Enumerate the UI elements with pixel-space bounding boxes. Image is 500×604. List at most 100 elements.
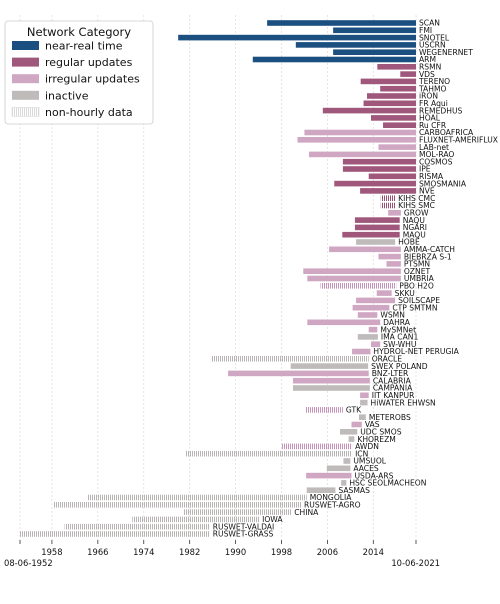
bar-label: AACES [353, 464, 379, 473]
bar-label: AWDN [355, 442, 379, 451]
bar-uscrn [295, 42, 416, 48]
legend-label: irregular updates [45, 73, 140, 86]
x-tick-label: 1990 [225, 547, 246, 557]
bar-label: SW-WHU [383, 340, 416, 349]
bar-label: PTSMN [404, 260, 430, 269]
bar-label: HOBE [398, 238, 420, 247]
bar-label: RSMN [419, 63, 441, 72]
bar-iron [366, 93, 416, 99]
bar-label: CALABRIA [373, 376, 412, 385]
bar-soilscape [356, 297, 396, 304]
bar-fmi [333, 27, 416, 34]
bar-hsc-seolmacheon [341, 480, 347, 486]
bar-label: IOWA [262, 515, 283, 524]
x-tick-label: 2014 [363, 547, 384, 557]
bar-label: HSC SEOLMACHEON [349, 479, 426, 488]
bar-label: DAHRA [383, 318, 411, 327]
bar-label: USDA-ARS [354, 471, 393, 480]
bar-label: NAQU [403, 216, 425, 225]
bars [20, 20, 416, 537]
legend-label: non-hourly data [45, 106, 133, 119]
bar-ruswet-agro [53, 502, 301, 508]
bar-pbo-h2o [320, 283, 397, 289]
bar-ipe [342, 166, 416, 172]
bar-label: METEROBS [369, 413, 411, 422]
bar-umsuol [343, 458, 351, 464]
bar-ruswet-grass [20, 531, 210, 537]
bar-hydrol-net-perugia [352, 348, 371, 355]
legend-swatch [12, 74, 39, 84]
bar-ctp-smtmn [352, 304, 390, 311]
bar-china [183, 509, 292, 515]
bar-label: AMMA-CATCH [404, 245, 455, 254]
bar-label: SCAN [419, 19, 440, 28]
bar-label: OZNET [404, 267, 431, 276]
bar-label: FMI [419, 26, 432, 35]
bar-grow [388, 210, 401, 216]
bar-label: REMEDHUS [419, 106, 463, 115]
bar-fluxnet-ameriflux [297, 137, 416, 143]
bar-label: TERENO [418, 77, 450, 86]
bar-label: IIT KANPUR [372, 391, 415, 400]
x-tick-label: 1974 [133, 547, 154, 557]
bar-vds [400, 71, 416, 77]
bar-label: ARM [419, 55, 436, 64]
bar-iowa [132, 516, 260, 523]
bar-ruswet-valdai [64, 523, 210, 530]
bar-label: SNOTEL [419, 33, 450, 42]
bar-skku [376, 290, 392, 296]
x-tick-label: 1958 [41, 547, 62, 557]
bar-ima-can1 [357, 334, 378, 340]
bar-label: Ru CFR [419, 121, 447, 130]
bar-rsmn [377, 64, 416, 70]
bar-label: MONGOLIA [310, 493, 353, 502]
bar-label: UMBRIA [404, 274, 435, 283]
bar-amma-catch [329, 246, 401, 253]
bar-calabria [292, 377, 370, 384]
bar-awdn [282, 443, 353, 450]
bar-hiwater-ehwsn [360, 399, 368, 406]
bar-label: IMA CAN1 [381, 333, 419, 342]
bar-label: SKKU [395, 289, 415, 298]
bar-label: TAHMO [418, 84, 447, 93]
bar-label: WEGENERNET [419, 48, 473, 57]
bar-risma [368, 173, 416, 180]
bar-label: UDC SMOS [360, 428, 401, 437]
bar-bnz-lter [228, 370, 369, 377]
bar-oznet [303, 268, 401, 274]
legend-frame [4, 20, 154, 125]
bar-label: FR Aqui [419, 99, 448, 108]
legend-swatch [12, 57, 39, 67]
x-start-date-label: 08-06-1952 [4, 558, 53, 568]
legend-label: inactive [45, 89, 89, 102]
network-labels: SCANFMISNOTELUSCRNWEGENERNETARMRSMNVDSTE… [213, 19, 498, 539]
bar-hobe [356, 239, 396, 245]
legend-label: regular updates [45, 56, 133, 69]
bar-label: CAMPANIA [373, 384, 413, 393]
bar-scan [267, 20, 416, 26]
bar-aaces [326, 465, 351, 472]
bar-label: COSMOS [419, 157, 453, 166]
bar-sw-whu [371, 341, 381, 347]
bar-label: SOILSCAPE [398, 296, 440, 305]
bar-kihs-cmc [380, 195, 396, 201]
bar-label: KHOREZM [357, 435, 396, 444]
bar-kihs-smc [380, 202, 396, 209]
legend-title: Network Category [27, 25, 131, 39]
bar-wsmn [357, 312, 378, 318]
bar-iit-kanpur [360, 392, 369, 399]
bar-campania [292, 385, 370, 391]
bar-ptsmn [386, 261, 401, 267]
bar-meterobs [358, 414, 366, 420]
bar-label: FLUXNET-AMERIFLUX [419, 136, 498, 145]
bar-oracle [210, 356, 369, 362]
bar-label: RISMA [419, 172, 444, 181]
bar-wegenernet [333, 49, 416, 55]
bar-label: BIEBRZA S-1 [404, 252, 452, 261]
x-tick-label: 1982 [179, 547, 200, 557]
bar-ru-cfr [383, 122, 416, 128]
bar-label: SASMAS [338, 486, 370, 495]
bar-label: SWEX POLAND [371, 362, 428, 371]
bar-maqu [342, 231, 400, 238]
